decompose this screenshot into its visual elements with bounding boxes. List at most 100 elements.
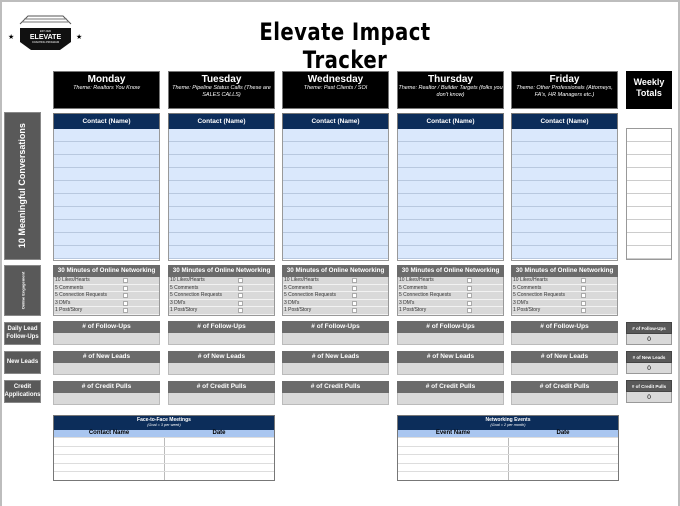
table-cell[interactable] <box>54 463 165 471</box>
contact-input[interactable] <box>169 246 274 259</box>
contact-input[interactable] <box>169 220 274 233</box>
contact-input[interactable] <box>512 155 617 168</box>
contact-input[interactable] <box>398 142 503 155</box>
contact-input[interactable] <box>169 129 274 142</box>
table-cell[interactable] <box>54 455 165 463</box>
checkbox[interactable] <box>467 278 472 283</box>
metric-input[interactable] <box>511 362 618 375</box>
table-cell[interactable] <box>398 438 509 446</box>
metric-input[interactable] <box>397 362 504 375</box>
contact-input[interactable] <box>54 142 159 155</box>
contact-input[interactable] <box>54 246 159 259</box>
contact-input[interactable] <box>54 181 159 194</box>
checkbox[interactable] <box>238 293 243 299</box>
table-cell[interactable] <box>165 455 275 463</box>
table-cell[interactable] <box>509 464 619 472</box>
table-cell[interactable] <box>509 447 619 455</box>
contact-input[interactable] <box>398 168 503 181</box>
contact-input[interactable] <box>512 246 617 259</box>
contact-input[interactable] <box>512 233 617 246</box>
checkbox[interactable] <box>352 308 357 314</box>
contact-input[interactable] <box>54 207 159 220</box>
checkbox[interactable] <box>581 308 586 314</box>
metric-input[interactable] <box>53 362 160 375</box>
contact-input[interactable] <box>398 181 503 194</box>
checkbox[interactable] <box>123 285 128 291</box>
checkbox[interactable] <box>581 285 586 291</box>
table-cell[interactable] <box>509 472 619 480</box>
table-cell[interactable] <box>54 438 165 446</box>
table-cell[interactable] <box>165 438 275 446</box>
metric-input[interactable] <box>511 332 618 345</box>
checkbox[interactable] <box>467 300 472 306</box>
metric-input[interactable] <box>282 392 389 405</box>
contact-input[interactable] <box>169 142 274 155</box>
checkbox[interactable] <box>467 293 472 299</box>
metric-input[interactable] <box>168 332 275 345</box>
contact-input[interactable] <box>283 155 388 168</box>
checkbox[interactable] <box>467 285 472 291</box>
contact-input[interactable] <box>283 181 388 194</box>
table-cell[interactable] <box>54 472 165 480</box>
contact-input[interactable] <box>54 220 159 233</box>
contact-input[interactable] <box>54 194 159 207</box>
contact-input[interactable] <box>169 168 274 181</box>
contact-input[interactable] <box>512 168 617 181</box>
contact-input[interactable] <box>512 181 617 194</box>
checkbox[interactable] <box>123 308 128 314</box>
contact-input[interactable] <box>54 129 159 142</box>
table-cell[interactable] <box>398 446 509 454</box>
table-cell[interactable] <box>398 472 509 480</box>
table-cell[interactable] <box>398 455 509 463</box>
table-cell[interactable] <box>398 463 509 471</box>
contact-input[interactable] <box>283 129 388 142</box>
table-cell[interactable] <box>165 472 275 480</box>
contact-input[interactable] <box>398 194 503 207</box>
contact-input[interactable] <box>169 194 274 207</box>
metric-input[interactable] <box>168 362 275 375</box>
contact-input[interactable] <box>169 155 274 168</box>
contact-input[interactable] <box>512 194 617 207</box>
checkbox[interactable] <box>238 308 243 314</box>
metric-input[interactable] <box>397 332 504 345</box>
contact-input[interactable] <box>398 220 503 233</box>
table-cell[interactable] <box>165 464 275 472</box>
checkbox[interactable] <box>352 293 357 299</box>
metric-input[interactable] <box>53 392 160 405</box>
checkbox[interactable] <box>581 300 586 306</box>
metric-input[interactable] <box>282 362 389 375</box>
checkbox[interactable] <box>352 278 357 283</box>
contact-input[interactable] <box>398 246 503 259</box>
contact-input[interactable] <box>283 220 388 233</box>
contact-input[interactable] <box>512 129 617 142</box>
checkbox[interactable] <box>352 300 357 306</box>
checkbox[interactable] <box>581 278 586 283</box>
contact-input[interactable] <box>512 142 617 155</box>
checkbox[interactable] <box>238 285 243 291</box>
checkbox[interactable] <box>238 300 243 306</box>
table-cell[interactable] <box>165 447 275 455</box>
contact-input[interactable] <box>283 194 388 207</box>
contact-input[interactable] <box>512 207 617 220</box>
checkbox[interactable] <box>123 278 128 283</box>
contact-input[interactable] <box>169 207 274 220</box>
checkbox[interactable] <box>123 300 128 306</box>
contact-input[interactable] <box>169 233 274 246</box>
contact-input[interactable] <box>398 155 503 168</box>
contact-input[interactable] <box>54 168 159 181</box>
checkbox[interactable] <box>467 308 472 314</box>
checkbox[interactable] <box>123 293 128 299</box>
contact-input[interactable] <box>169 181 274 194</box>
contact-input[interactable] <box>54 155 159 168</box>
contact-input[interactable] <box>398 207 503 220</box>
checkbox[interactable] <box>581 293 586 299</box>
contact-input[interactable] <box>398 233 503 246</box>
metric-input[interactable] <box>168 392 275 405</box>
table-cell[interactable] <box>509 455 619 463</box>
metric-input[interactable] <box>397 392 504 405</box>
contact-input[interactable] <box>283 233 388 246</box>
contact-input[interactable] <box>283 246 388 259</box>
contact-input[interactable] <box>283 168 388 181</box>
metric-input[interactable] <box>282 332 389 345</box>
contact-input[interactable] <box>283 207 388 220</box>
